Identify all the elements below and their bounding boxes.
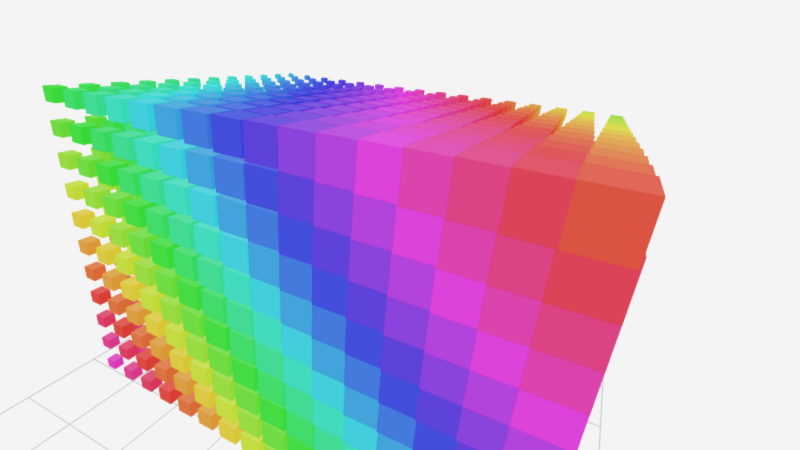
viewport [0, 0, 800, 450]
scene-canvas[interactable] [0, 0, 800, 450]
